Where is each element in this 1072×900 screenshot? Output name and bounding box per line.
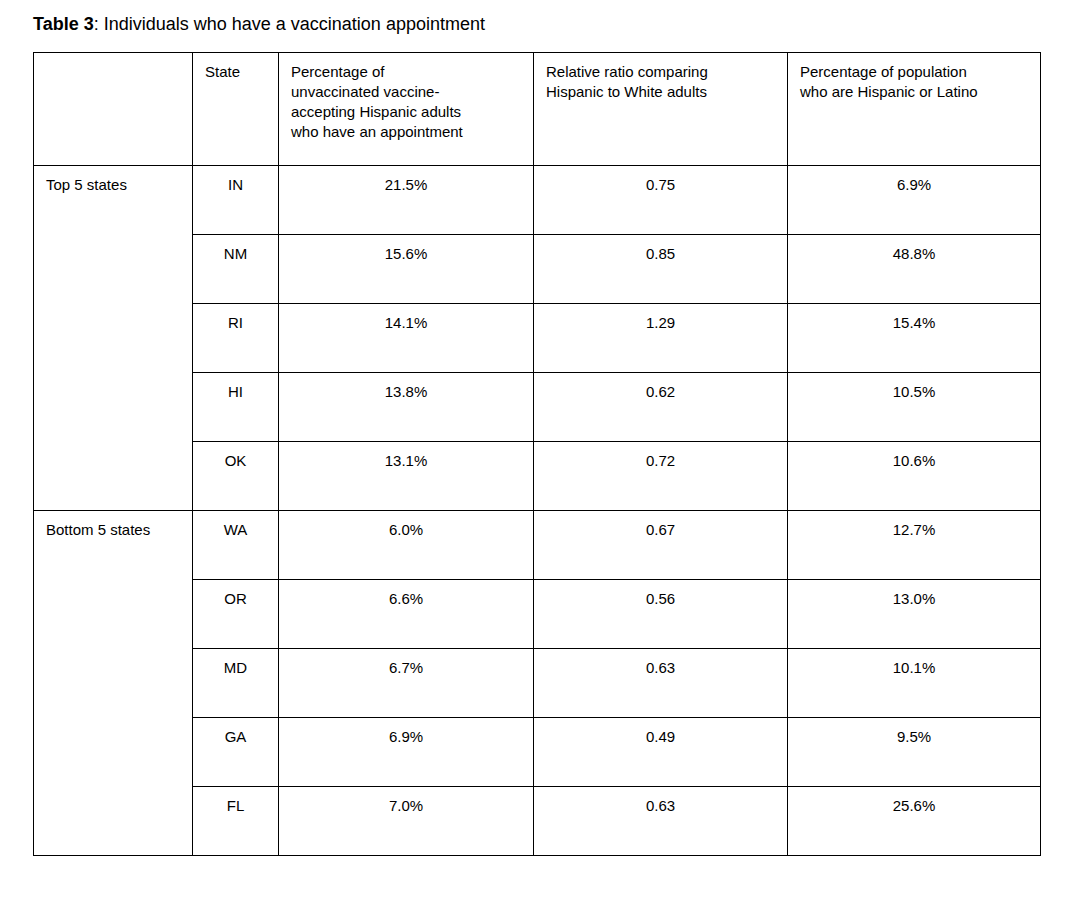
state-cell: GA [193,718,279,787]
pct-appointment-cell: 6.0% [279,511,534,580]
header-state-label: State [205,62,240,82]
header-state: State [193,53,279,166]
pct-appointment-cell: 7.0% [279,787,534,856]
relative-ratio-cell: 0.63 [534,787,788,856]
header-pct-population-label: Percentage of population who are Hispani… [800,62,980,102]
pct-appointment-cell: 15.6% [279,235,534,304]
header-pct-appointment: Percentage of unvaccinated vaccine-accep… [279,53,534,166]
pct-population-cell: 10.6% [788,442,1041,511]
page: Table 3: Individuals who have a vaccinat… [0,0,1072,856]
pct-appointment-cell: 13.1% [279,442,534,511]
relative-ratio-cell: 0.72 [534,442,788,511]
pct-appointment-cell: 6.6% [279,580,534,649]
header-group-blank [34,53,193,166]
pct-appointment-cell: 6.7% [279,649,534,718]
vaccination-appointment-table: State Percentage of unvaccinated vaccine… [33,52,1041,856]
pct-population-cell: 12.7% [788,511,1041,580]
relative-ratio-cell: 0.56 [534,580,788,649]
state-cell: IN [193,166,279,235]
state-cell: OK [193,442,279,511]
state-cell: OR [193,580,279,649]
pct-population-cell: 6.9% [788,166,1041,235]
pct-population-cell: 48.8% [788,235,1041,304]
header-row: State Percentage of unvaccinated vaccine… [34,53,1041,166]
table-caption-text: : Individuals who have a vaccination app… [94,14,485,34]
relative-ratio-cell: 1.29 [534,304,788,373]
relative-ratio-cell: 0.85 [534,235,788,304]
relative-ratio-cell: 0.62 [534,373,788,442]
group-label-bottom5: Bottom 5 states [34,511,193,856]
table-caption-number: Table 3 [33,14,94,34]
relative-ratio-cell: 0.49 [534,718,788,787]
state-cell: NM [193,235,279,304]
pct-appointment-cell: 21.5% [279,166,534,235]
state-cell: FL [193,787,279,856]
state-cell: WA [193,511,279,580]
table-row: Top 5 states IN 21.5% 0.75 6.9% [34,166,1041,235]
relative-ratio-cell: 0.63 [534,649,788,718]
header-relative-ratio-label: Relative ratio comparing Hispanic to Whi… [546,62,726,102]
pct-appointment-cell: 6.9% [279,718,534,787]
table-row: Bottom 5 states WA 6.0% 0.67 12.7% [34,511,1041,580]
table-caption: Table 3: Individuals who have a vaccinat… [33,14,1072,35]
pct-population-cell: 9.5% [788,718,1041,787]
pct-appointment-cell: 13.8% [279,373,534,442]
pct-population-cell: 13.0% [788,580,1041,649]
header-pct-population: Percentage of population who are Hispani… [788,53,1041,166]
pct-population-cell: 10.5% [788,373,1041,442]
relative-ratio-cell: 0.67 [534,511,788,580]
pct-population-cell: 10.1% [788,649,1041,718]
pct-population-cell: 25.6% [788,787,1041,856]
relative-ratio-cell: 0.75 [534,166,788,235]
group-label-top5: Top 5 states [34,166,193,511]
pct-appointment-cell: 14.1% [279,304,534,373]
state-cell: MD [193,649,279,718]
pct-population-cell: 15.4% [788,304,1041,373]
header-pct-appointment-label: Percentage of unvaccinated vaccine-accep… [291,62,471,142]
state-cell: RI [193,304,279,373]
state-cell: HI [193,373,279,442]
header-relative-ratio: Relative ratio comparing Hispanic to Whi… [534,53,788,166]
